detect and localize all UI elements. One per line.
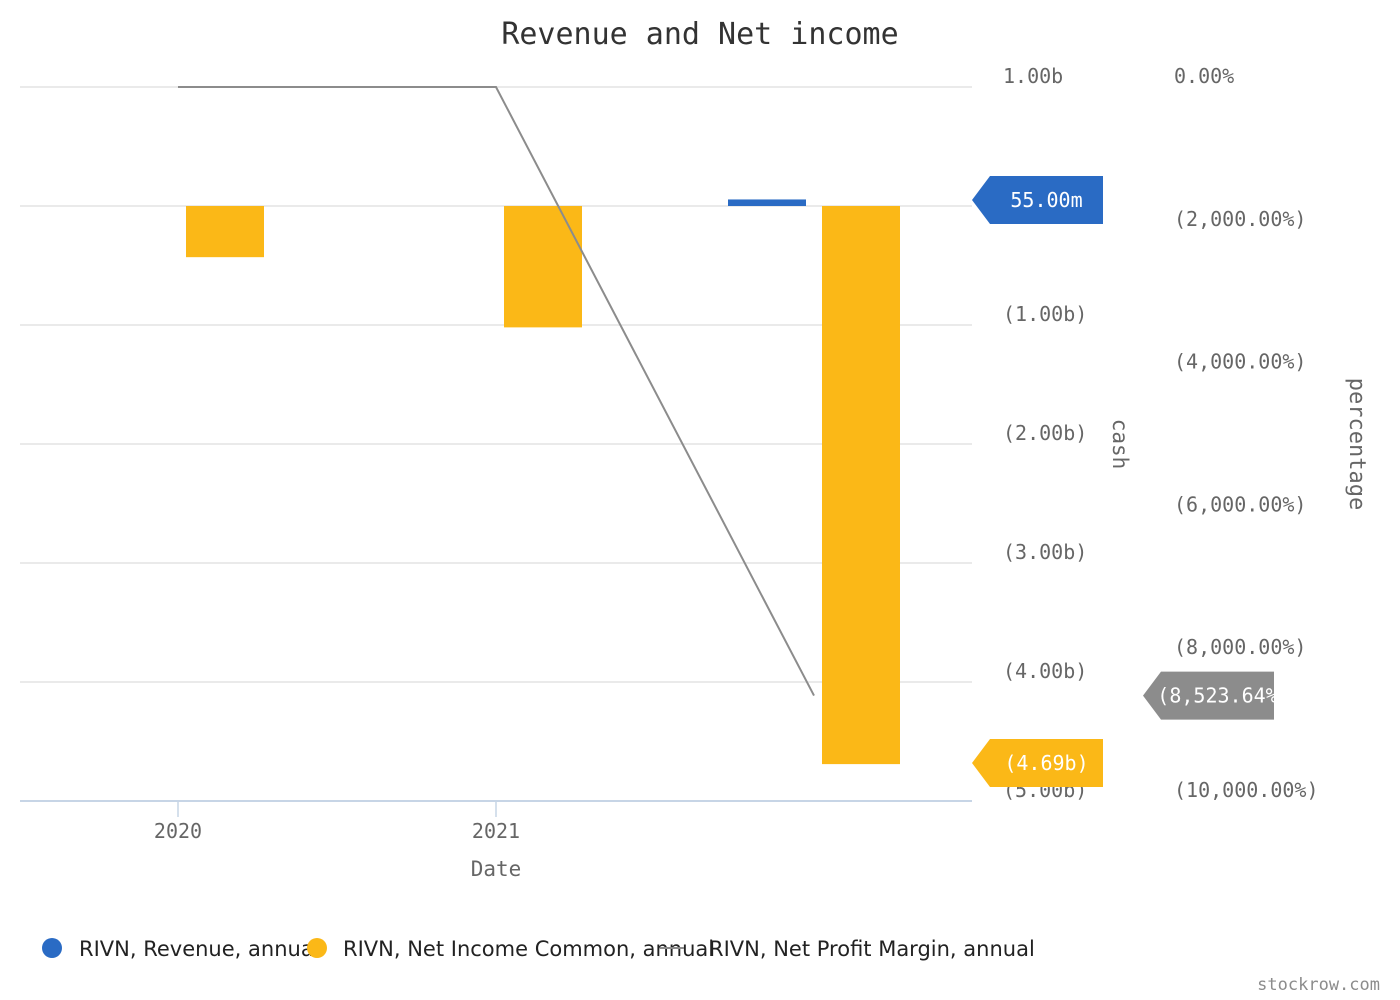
right-tick-label: (8,000.00%) (1174, 635, 1306, 659)
left-tick-label: (2.00b) (1003, 421, 1087, 445)
bars (186, 199, 900, 765)
value-flag (972, 176, 1103, 224)
left-tick-label: (4.00b) (1003, 659, 1087, 683)
right-axis-label: percentage (1344, 378, 1369, 510)
value-labels: 55.00m (4.69b) (8,523.64% (972, 176, 1278, 787)
legend-label[interactable]: RIVN, Revenue, annual (79, 937, 320, 961)
legend-label[interactable]: RIVN, Net Income Common, annual (343, 937, 714, 961)
watermark: stockrow.com (1257, 975, 1380, 995)
value-flag-label: 55.00m (1010, 188, 1082, 212)
value-flag (972, 739, 1103, 787)
bar[interactable] (728, 199, 806, 206)
value-flag (1143, 671, 1274, 720)
left-axis-label: cash (1108, 419, 1132, 470)
left-tick-label: 1.00b (1003, 64, 1063, 88)
bar[interactable] (504, 206, 582, 328)
bar[interactable] (822, 206, 900, 765)
x-axis-label: Date (471, 857, 522, 881)
right-tick-label: (10,000.00%) (1174, 778, 1319, 802)
right-tick-label: (4,000.00%) (1174, 350, 1306, 374)
x-tick-label: 2021 (472, 819, 520, 843)
legend-marker[interactable] (42, 938, 62, 958)
margin-line[interactable] (178, 86, 815, 697)
chart-title: Revenue and Net income (501, 17, 898, 52)
legend[interactable]: RIVN, Revenue, annual RIVN, Net Income Co… (42, 937, 1035, 961)
left-tick-label: (3.00b) (1003, 540, 1087, 564)
right-tick-label: 0.00% (1174, 64, 1234, 88)
legend-label[interactable]: RIVN, Net Profit Margin, annual (709, 937, 1035, 961)
lines (177, 86, 815, 697)
left-tick-label: (1.00b) (1003, 302, 1087, 326)
axes: 1.00b(1.00b)(2.00b)(3.00b)(4.00b)(5.00b)… (154, 64, 1319, 843)
value-flag-label: (4.69b) (1004, 751, 1088, 775)
right-tick-label: (2,000.00%) (1174, 207, 1306, 231)
right-tick-label: (6,000.00%) (1174, 492, 1306, 516)
x-tick-label: 2020 (154, 819, 202, 843)
value-flag-label: (8,523.64% (1157, 684, 1277, 708)
bar[interactable] (186, 206, 264, 258)
legend-marker[interactable] (307, 938, 327, 958)
